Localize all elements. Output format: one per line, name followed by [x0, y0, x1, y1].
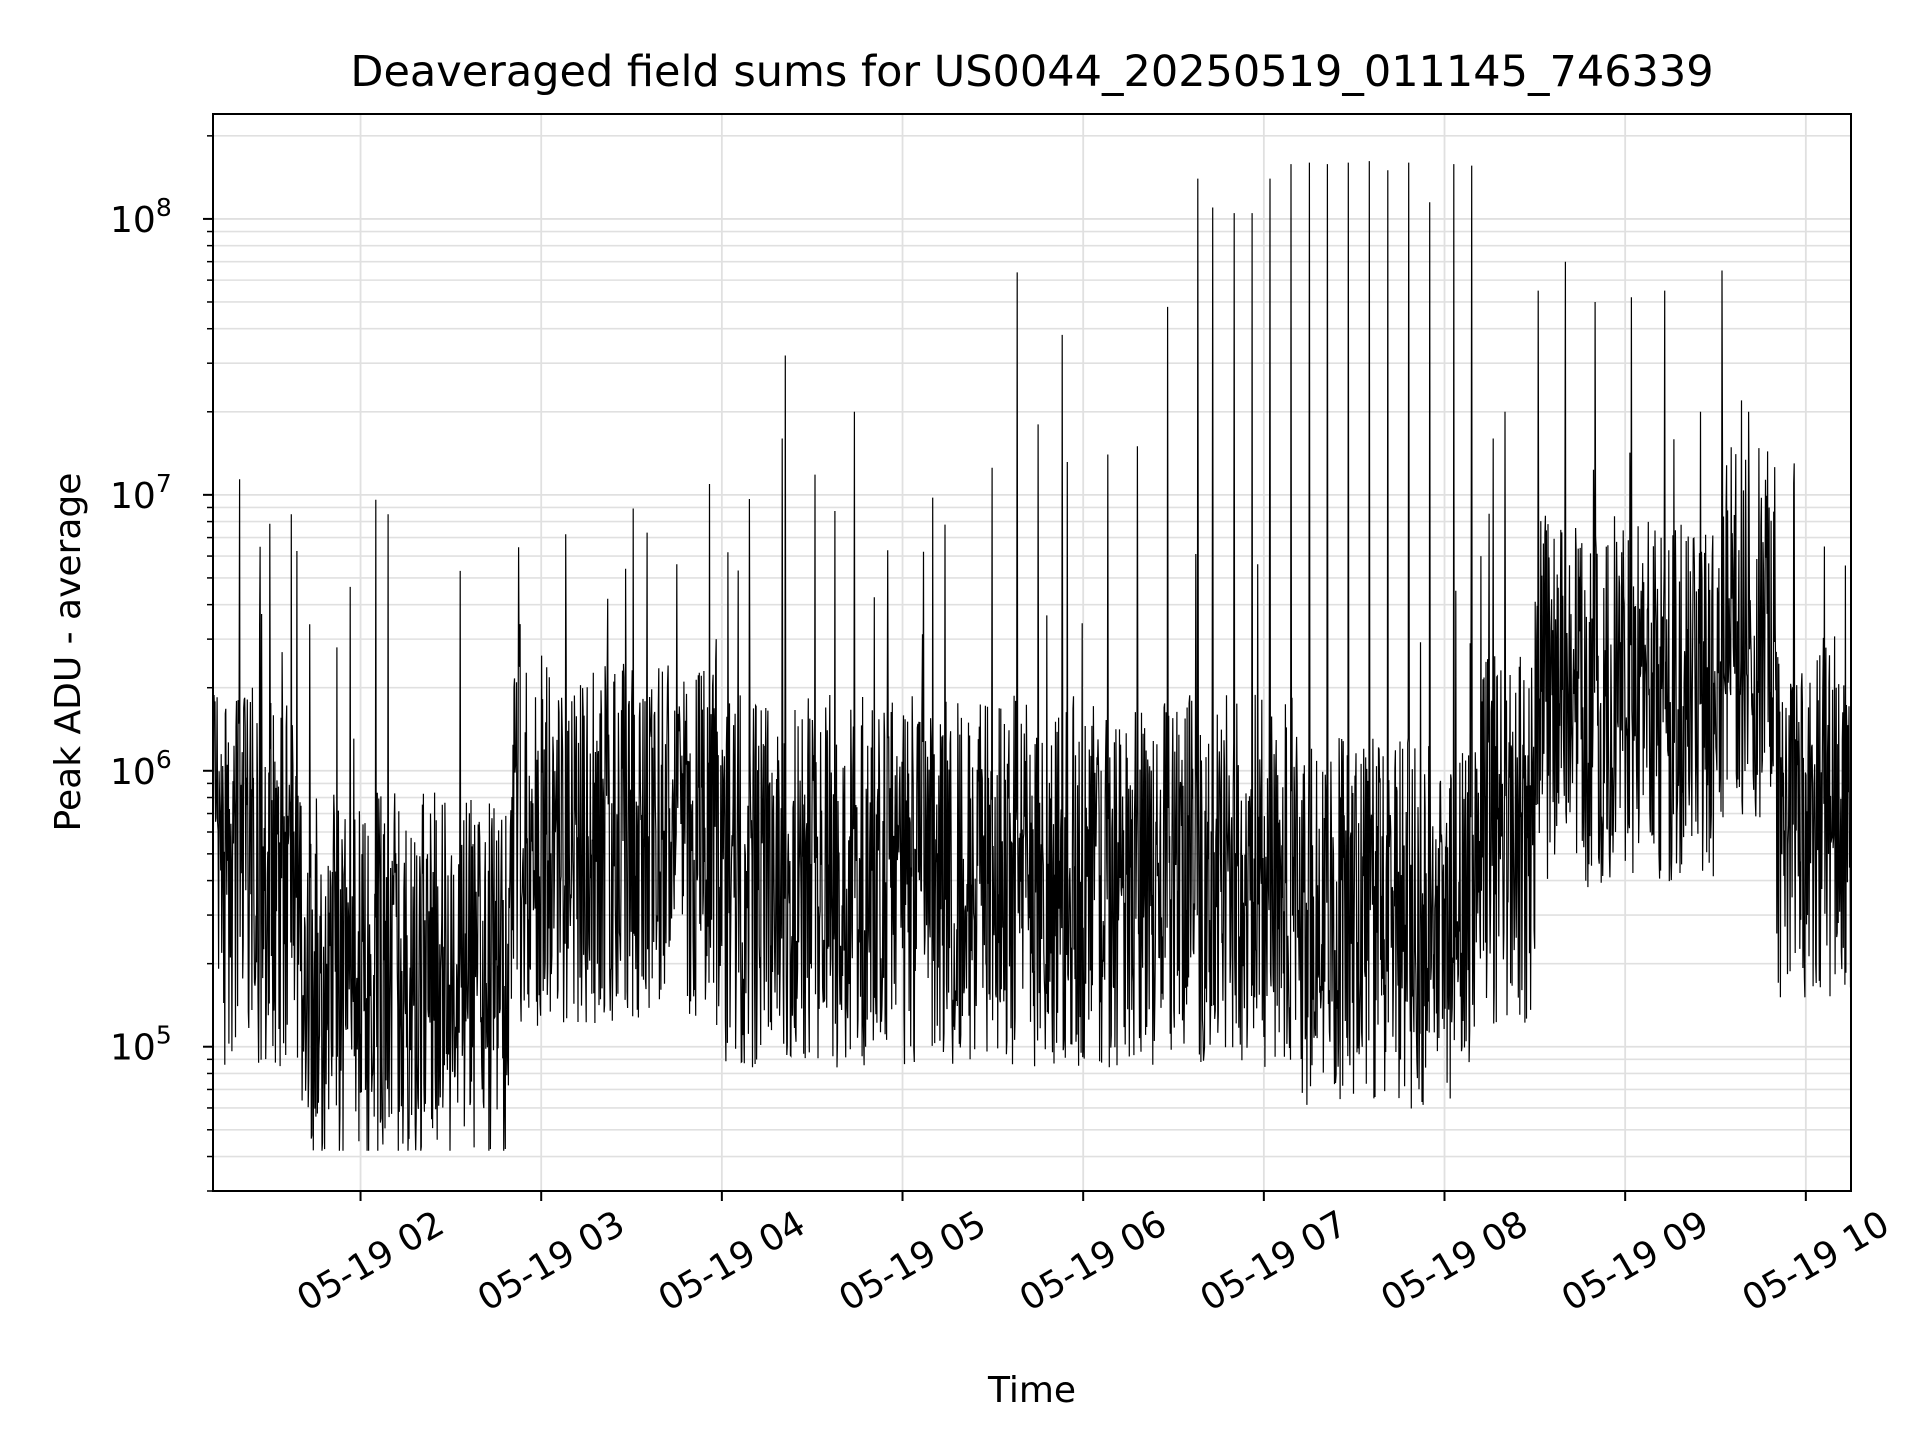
- chart-title: Deaveraged field sums for US0044_2025051…: [350, 47, 1713, 97]
- data-series-line: [212, 161, 1852, 1151]
- x-tick-label: 05-19 02: [290, 1203, 451, 1319]
- x-tick-label: 05-19 04: [652, 1203, 813, 1319]
- y-axis-label: Peak ADU - average: [48, 473, 89, 832]
- x-tick-label: 05-19 05: [832, 1203, 993, 1319]
- x-tick-label: 05-19 08: [1374, 1203, 1535, 1319]
- x-tick-label: 05-19 03: [471, 1203, 632, 1319]
- plot-area: [212, 161, 1852, 1151]
- x-tick-label: 05-19 07: [1194, 1203, 1355, 1319]
- y-tick-label: 106: [110, 745, 172, 793]
- axes-frame: [212, 113, 1852, 1192]
- x-axis-label: Time: [987, 1370, 1076, 1411]
- y-tick-label: 107: [110, 469, 172, 517]
- y-tick-label: 105: [110, 1021, 172, 1069]
- x-tick-label: 05-19 10: [1736, 1203, 1897, 1319]
- x-tick-label: 05-19 09: [1555, 1203, 1716, 1319]
- y-tick-label: 108: [110, 193, 172, 241]
- x-tick-label: 05-19 06: [1013, 1203, 1174, 1319]
